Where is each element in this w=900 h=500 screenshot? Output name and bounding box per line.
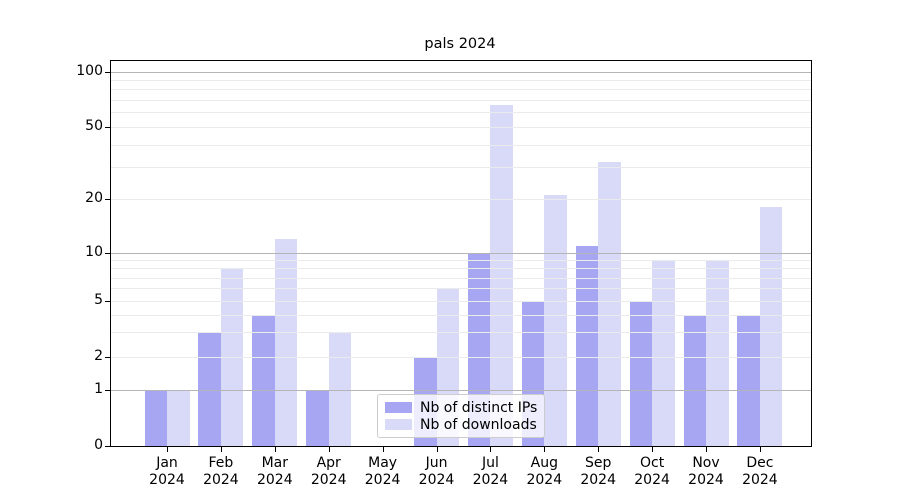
minor-gridline-8: [111, 268, 811, 270]
bar-distinct-ips: [252, 314, 275, 446]
x-tick-mark-3: [274, 447, 276, 452]
y-tick-label-0: 0: [94, 437, 103, 453]
y-tick-label-1: 1: [94, 381, 103, 397]
bar-downloads: [652, 260, 675, 446]
bar-distinct-ips: [144, 390, 167, 446]
y-tick-mark-0: [105, 446, 110, 447]
legend-item-distinct-ips: Nb of distinct IPs: [385, 399, 538, 416]
grid-layer: [111, 61, 811, 446]
x-tick-mark-12: [759, 447, 761, 452]
y-tick-label-5: 5: [94, 292, 103, 308]
bar-downloads: [598, 162, 621, 446]
x-tick-mark-7: [490, 447, 492, 452]
bars-layer: [111, 61, 811, 446]
minor-gridline-80: [111, 89, 811, 91]
bar-distinct-ips: [306, 390, 329, 446]
minor-gridline-70: [111, 100, 811, 102]
x-tick-label-12: Dec 2024: [742, 455, 778, 488]
bar-downloads: [167, 390, 190, 446]
x-tick-label-9: Sep 2024: [580, 455, 616, 488]
bar-distinct-ips: [683, 314, 706, 446]
y-tick-mark-100: [105, 71, 110, 73]
gridline-20: [111, 199, 811, 200]
x-tick-mark-8: [544, 447, 546, 452]
x-tick-mark-6: [436, 447, 438, 452]
y-tick-label-50: 50: [85, 118, 103, 134]
legend-swatch-distinct-ips: [385, 402, 412, 413]
gridline-10: [111, 253, 811, 254]
gridline-2: [111, 357, 811, 358]
y-tick-mark-5: [105, 301, 110, 302]
legend-label-distinct-ips: Nb of distinct IPs: [420, 399, 538, 416]
legend-swatch-downloads: [385, 419, 412, 430]
x-tick-label-11: Nov 2024: [688, 455, 724, 488]
x-tick-label-5: May 2024: [364, 455, 401, 488]
gridline-1: [111, 390, 811, 391]
x-tick-label-10: Oct 2024: [634, 455, 670, 488]
bar-distinct-ips: [198, 332, 221, 446]
x-tick-label-7: Jul 2024: [472, 455, 509, 488]
minor-gridline-9: [111, 260, 811, 262]
minor-gridline-60: [111, 112, 811, 114]
x-tick-label-2: Feb 2024: [203, 455, 239, 488]
gridline-100: [111, 71, 811, 73]
x-tick-mark-10: [652, 447, 654, 452]
x-tick-label-8: Aug 2024: [526, 455, 563, 488]
y-tick-mark-20: [105, 199, 110, 200]
y-tick-mark-2: [105, 357, 110, 358]
x-tick-label-3: Mar 2024: [256, 455, 293, 488]
legend-item-downloads: Nb of downloads: [385, 416, 537, 433]
bar-downloads: [220, 268, 244, 446]
bar-downloads: [759, 207, 783, 446]
x-tick-mark-4: [328, 447, 330, 452]
x-tick-label-6: Jun 2024: [418, 455, 455, 488]
minor-gridline-7: [111, 277, 811, 279]
minor-gridline-3: [111, 332, 811, 334]
y-tick-label-2: 2: [94, 348, 103, 364]
x-tick-mark-1: [167, 447, 168, 452]
x-tick-label-4: Apr 2024: [310, 455, 347, 488]
x-tick-mark-9: [598, 447, 600, 452]
minor-gridline-90: [111, 79, 811, 81]
y-tick-mark-10: [105, 253, 110, 254]
bar-downloads: [544, 195, 567, 446]
chart-title: pals 2024: [424, 36, 496, 52]
x-tick-label-1: Jan 2024: [149, 455, 185, 488]
x-tick-mark-11: [706, 447, 707, 452]
x-tick-mark-2: [220, 447, 222, 452]
y-tick-label-100: 100: [76, 62, 103, 79]
minor-gridline-40: [111, 144, 811, 146]
plot-area: 0 1 2 5 10 20 50 100 Jan 2024 Feb 2024 Mar 2024 Ap…: [76, 60, 812, 488]
bar-distinct-ips: [737, 314, 760, 446]
minor-gridline-4: [111, 314, 811, 316]
minor-gridline-30: [111, 167, 811, 169]
y-tick-label-20: 20: [85, 190, 103, 206]
bar-distinct-ips: [575, 245, 599, 446]
y-tick-mark-50: [105, 127, 110, 128]
bar-downloads: [328, 332, 352, 446]
gridline-50: [111, 127, 811, 128]
bar-distinct-ips: [629, 301, 653, 446]
legend-label-downloads: Nb of downloads: [420, 416, 537, 433]
y-tick-mark-1: [105, 390, 110, 391]
legend: Nb of distinct IPs Nb of downloads: [377, 394, 545, 438]
y-tick-label-10: 10: [85, 244, 103, 260]
minor-gridline-6: [111, 288, 811, 290]
gridline-5: [111, 301, 811, 302]
bar-downloads: [274, 238, 298, 446]
bar-downloads: [706, 260, 729, 446]
x-tick-mark-5: [382, 447, 384, 452]
